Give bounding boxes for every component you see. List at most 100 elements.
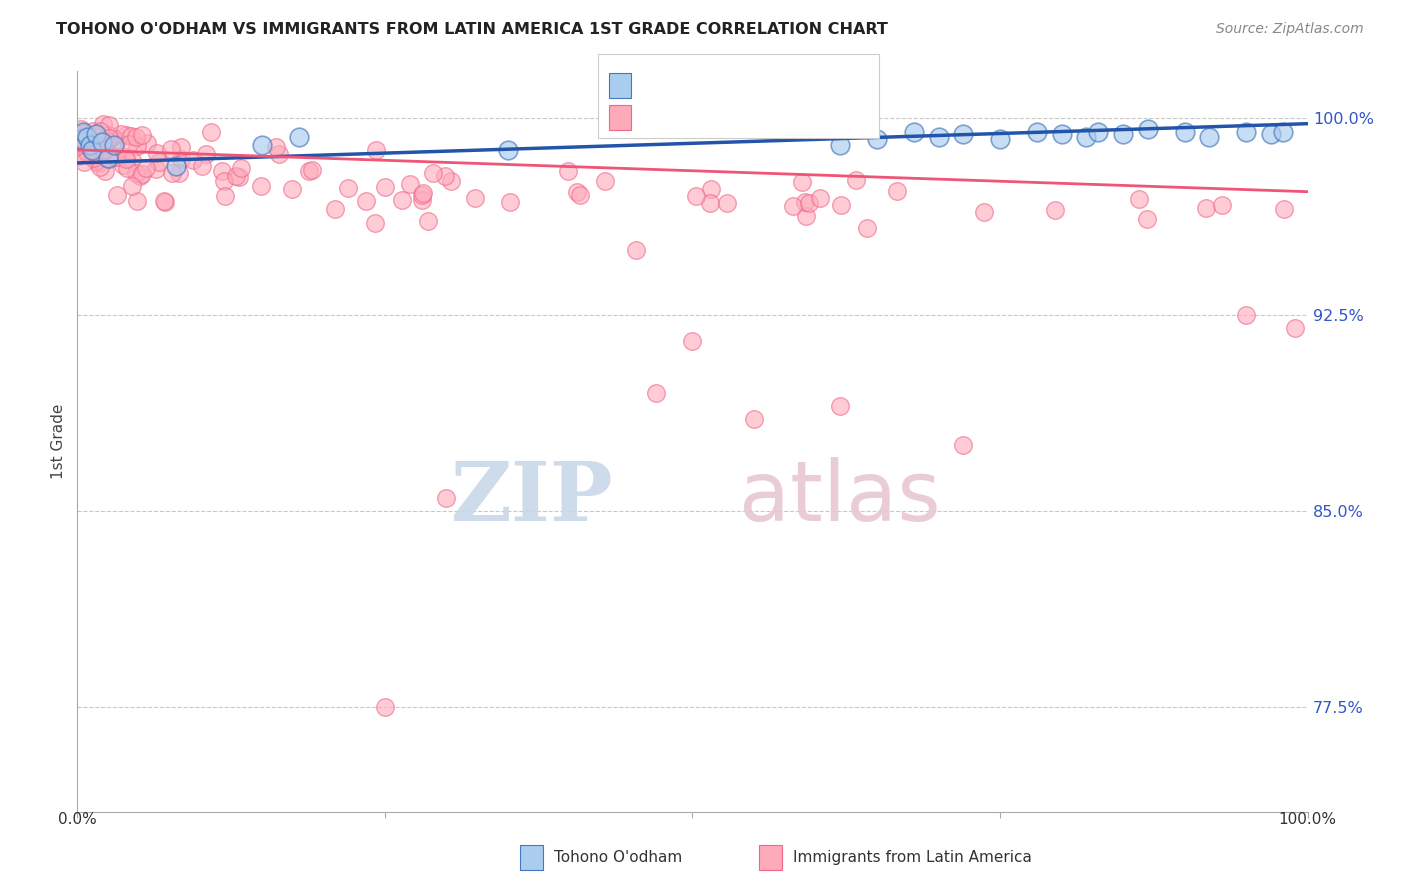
Point xyxy=(115,161,138,176)
Text: R = -0.143   N = 150: R = -0.143 N = 150 xyxy=(643,108,831,126)
Point xyxy=(86,138,108,153)
Point xyxy=(499,194,522,209)
Text: 100.0%: 100.0% xyxy=(1278,812,1337,827)
Point xyxy=(70,122,93,136)
Point xyxy=(364,216,387,230)
Point xyxy=(75,134,97,148)
Point xyxy=(93,143,115,157)
Point xyxy=(160,142,183,156)
Point xyxy=(364,143,387,157)
Point xyxy=(69,131,91,145)
Point xyxy=(90,142,112,156)
Point xyxy=(121,179,143,194)
Point xyxy=(973,205,995,219)
Point xyxy=(120,129,142,144)
Point xyxy=(391,193,413,207)
Point xyxy=(80,138,103,153)
Point xyxy=(1076,129,1098,144)
Point xyxy=(83,145,105,160)
Point xyxy=(84,130,107,145)
Point xyxy=(145,161,167,176)
Point xyxy=(153,194,176,209)
Text: ZIP: ZIP xyxy=(451,458,614,538)
Point xyxy=(96,136,118,151)
Text: Tohono O'odham: Tohono O'odham xyxy=(554,850,682,864)
Point xyxy=(830,198,852,212)
Point xyxy=(337,181,360,195)
Point xyxy=(96,137,118,152)
Point xyxy=(794,194,817,209)
Point xyxy=(131,128,153,143)
Point xyxy=(266,140,288,154)
Point xyxy=(1272,202,1295,217)
Point xyxy=(124,166,146,180)
Point xyxy=(169,140,191,154)
Point xyxy=(105,188,128,202)
Point xyxy=(229,161,252,175)
Point xyxy=(440,173,463,187)
Point xyxy=(699,182,721,196)
Point xyxy=(250,137,273,152)
Point xyxy=(94,164,117,178)
Point xyxy=(148,155,170,169)
Point xyxy=(181,153,204,167)
Point xyxy=(69,136,91,150)
Point xyxy=(80,132,103,146)
Point xyxy=(228,169,250,184)
Point xyxy=(127,139,149,153)
Point xyxy=(1260,127,1282,141)
Point xyxy=(93,142,115,156)
Point xyxy=(72,126,94,140)
Point xyxy=(716,196,738,211)
Point xyxy=(136,136,159,151)
Point xyxy=(569,188,592,202)
Point xyxy=(104,150,127,164)
Point xyxy=(76,145,98,160)
Point xyxy=(856,220,879,235)
Point xyxy=(98,128,121,142)
Point xyxy=(782,199,804,213)
Text: atlas: atlas xyxy=(740,458,941,538)
Text: TOHONO O'ODHAM VS IMMIGRANTS FROM LATIN AMERICA 1ST GRADE CORRELATION CHART: TOHONO O'ODHAM VS IMMIGRANTS FROM LATIN … xyxy=(56,22,889,37)
Point xyxy=(593,173,616,187)
Point xyxy=(191,159,214,173)
Point xyxy=(249,179,271,194)
Text: Immigrants from Latin America: Immigrants from Latin America xyxy=(793,850,1032,864)
Point xyxy=(165,159,187,173)
Point xyxy=(70,132,93,146)
Point xyxy=(1198,129,1220,144)
Point xyxy=(988,132,1011,146)
Point xyxy=(436,491,458,505)
Point xyxy=(1211,198,1233,212)
Point xyxy=(644,386,666,401)
Point xyxy=(86,146,108,161)
Point xyxy=(89,143,111,157)
Text: Source: ZipAtlas.com: Source: ZipAtlas.com xyxy=(1216,22,1364,37)
Point xyxy=(72,133,94,147)
Point xyxy=(624,243,647,257)
Point xyxy=(82,134,104,148)
Point xyxy=(1174,124,1197,138)
Point xyxy=(1136,212,1159,227)
Point xyxy=(496,143,519,157)
Point xyxy=(422,166,444,180)
Point xyxy=(211,164,233,178)
Point xyxy=(685,188,707,202)
Point xyxy=(411,187,433,202)
Point xyxy=(91,146,114,161)
Point xyxy=(399,178,422,192)
Point xyxy=(103,150,125,164)
Point xyxy=(1195,201,1218,215)
Point xyxy=(72,124,94,138)
Point xyxy=(76,147,98,161)
Point xyxy=(153,194,176,208)
Point xyxy=(225,169,247,183)
Point xyxy=(212,174,235,188)
Point xyxy=(121,153,143,167)
Point xyxy=(90,130,112,145)
Point xyxy=(464,191,486,205)
Point xyxy=(114,150,136,164)
Point xyxy=(90,135,114,149)
Point xyxy=(82,143,104,157)
Point xyxy=(298,164,321,178)
